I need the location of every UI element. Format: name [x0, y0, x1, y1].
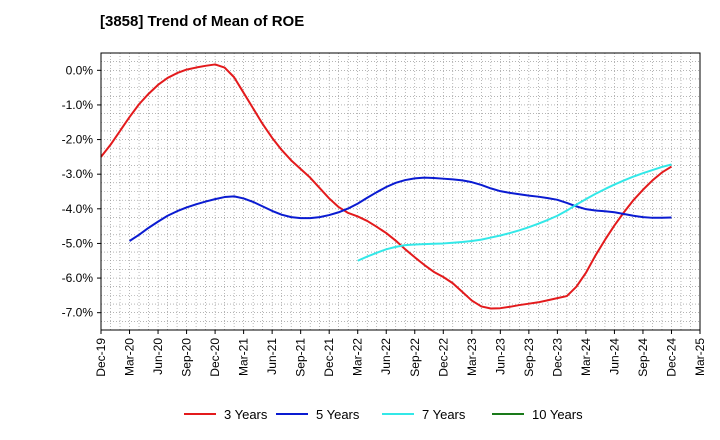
- x-axis: Dec-19 Mar-20 Jun-20 Sep-20 Dec-20 Mar-21 Jun-…: [94, 330, 707, 377]
- legend-item-7-years: 7 Years: [382, 407, 466, 422]
- x-tick-label: Jun-21: [265, 338, 279, 375]
- y-axis: 0.0% -1.0% -2.0% -3.0% -4.0% -5.0% -6.0% -7.0%: [62, 63, 101, 320]
- x-tick-label: Mar-25: [693, 338, 707, 376]
- x-tick-label: Mar-20: [123, 338, 137, 376]
- x-tick-label: Mar-23: [465, 338, 479, 376]
- series-line-7-years: [357, 163, 672, 262]
- plot-frame: [100, 52, 701, 331]
- grid: [101, 53, 700, 330]
- legend-item-3-years: 3 Years: [184, 407, 268, 422]
- y-tick-label: -6.0%: [62, 271, 94, 285]
- x-tick-label: Dec-21: [322, 338, 336, 377]
- y-tick-label: -5.0%: [62, 236, 94, 250]
- legend-label: 7 Years: [422, 407, 466, 422]
- legend-label: 5 Years: [316, 407, 360, 422]
- legend: 3 Years 5 Years 7 Years 10 Years: [184, 407, 583, 422]
- legend-label: 3 Years: [224, 407, 268, 422]
- series-line-5-years: [128, 176, 672, 242]
- x-tick-label: Dec-22: [436, 338, 450, 377]
- x-tick-label: Mar-21: [237, 338, 251, 376]
- x-tick-label: Jun-23: [493, 338, 507, 375]
- x-tick-label: Sep-22: [408, 338, 422, 377]
- legend-item-10-years: 10 Years: [492, 407, 583, 422]
- y-tick-label: -2.0%: [62, 133, 94, 147]
- x-tick-label: Dec-23: [550, 338, 564, 377]
- y-tick-label: -4.0%: [62, 202, 94, 216]
- series-lines: [100, 63, 673, 310]
- chart-title: [3858] Trend of Mean of ROE: [100, 13, 304, 30]
- x-tick-label: Mar-22: [351, 338, 365, 376]
- x-tick-label: Dec-24: [664, 338, 678, 377]
- x-tick-label: Mar-24: [579, 338, 593, 376]
- x-tick-label: Jun-20: [151, 338, 165, 375]
- x-tick-label: Dec-20: [208, 338, 222, 377]
- series-line-3-years: [100, 63, 673, 310]
- y-tick-label: 0.0%: [66, 63, 94, 77]
- y-tick-label: -3.0%: [62, 167, 94, 181]
- x-tick-label: Sep-21: [294, 338, 308, 377]
- x-tick-label: Jun-22: [379, 338, 393, 375]
- legend-label: 10 Years: [532, 407, 583, 422]
- x-tick-label: Dec-19: [94, 338, 108, 377]
- x-tick-label: Sep-24: [636, 338, 650, 377]
- y-tick-label: -7.0%: [62, 306, 94, 320]
- x-tick-label: Sep-20: [180, 338, 194, 377]
- x-tick-label: Sep-23: [522, 338, 536, 377]
- x-tick-label: Jun-24: [607, 338, 621, 375]
- legend-item-5-years: 5 Years: [276, 407, 360, 422]
- y-tick-label: -1.0%: [62, 98, 94, 112]
